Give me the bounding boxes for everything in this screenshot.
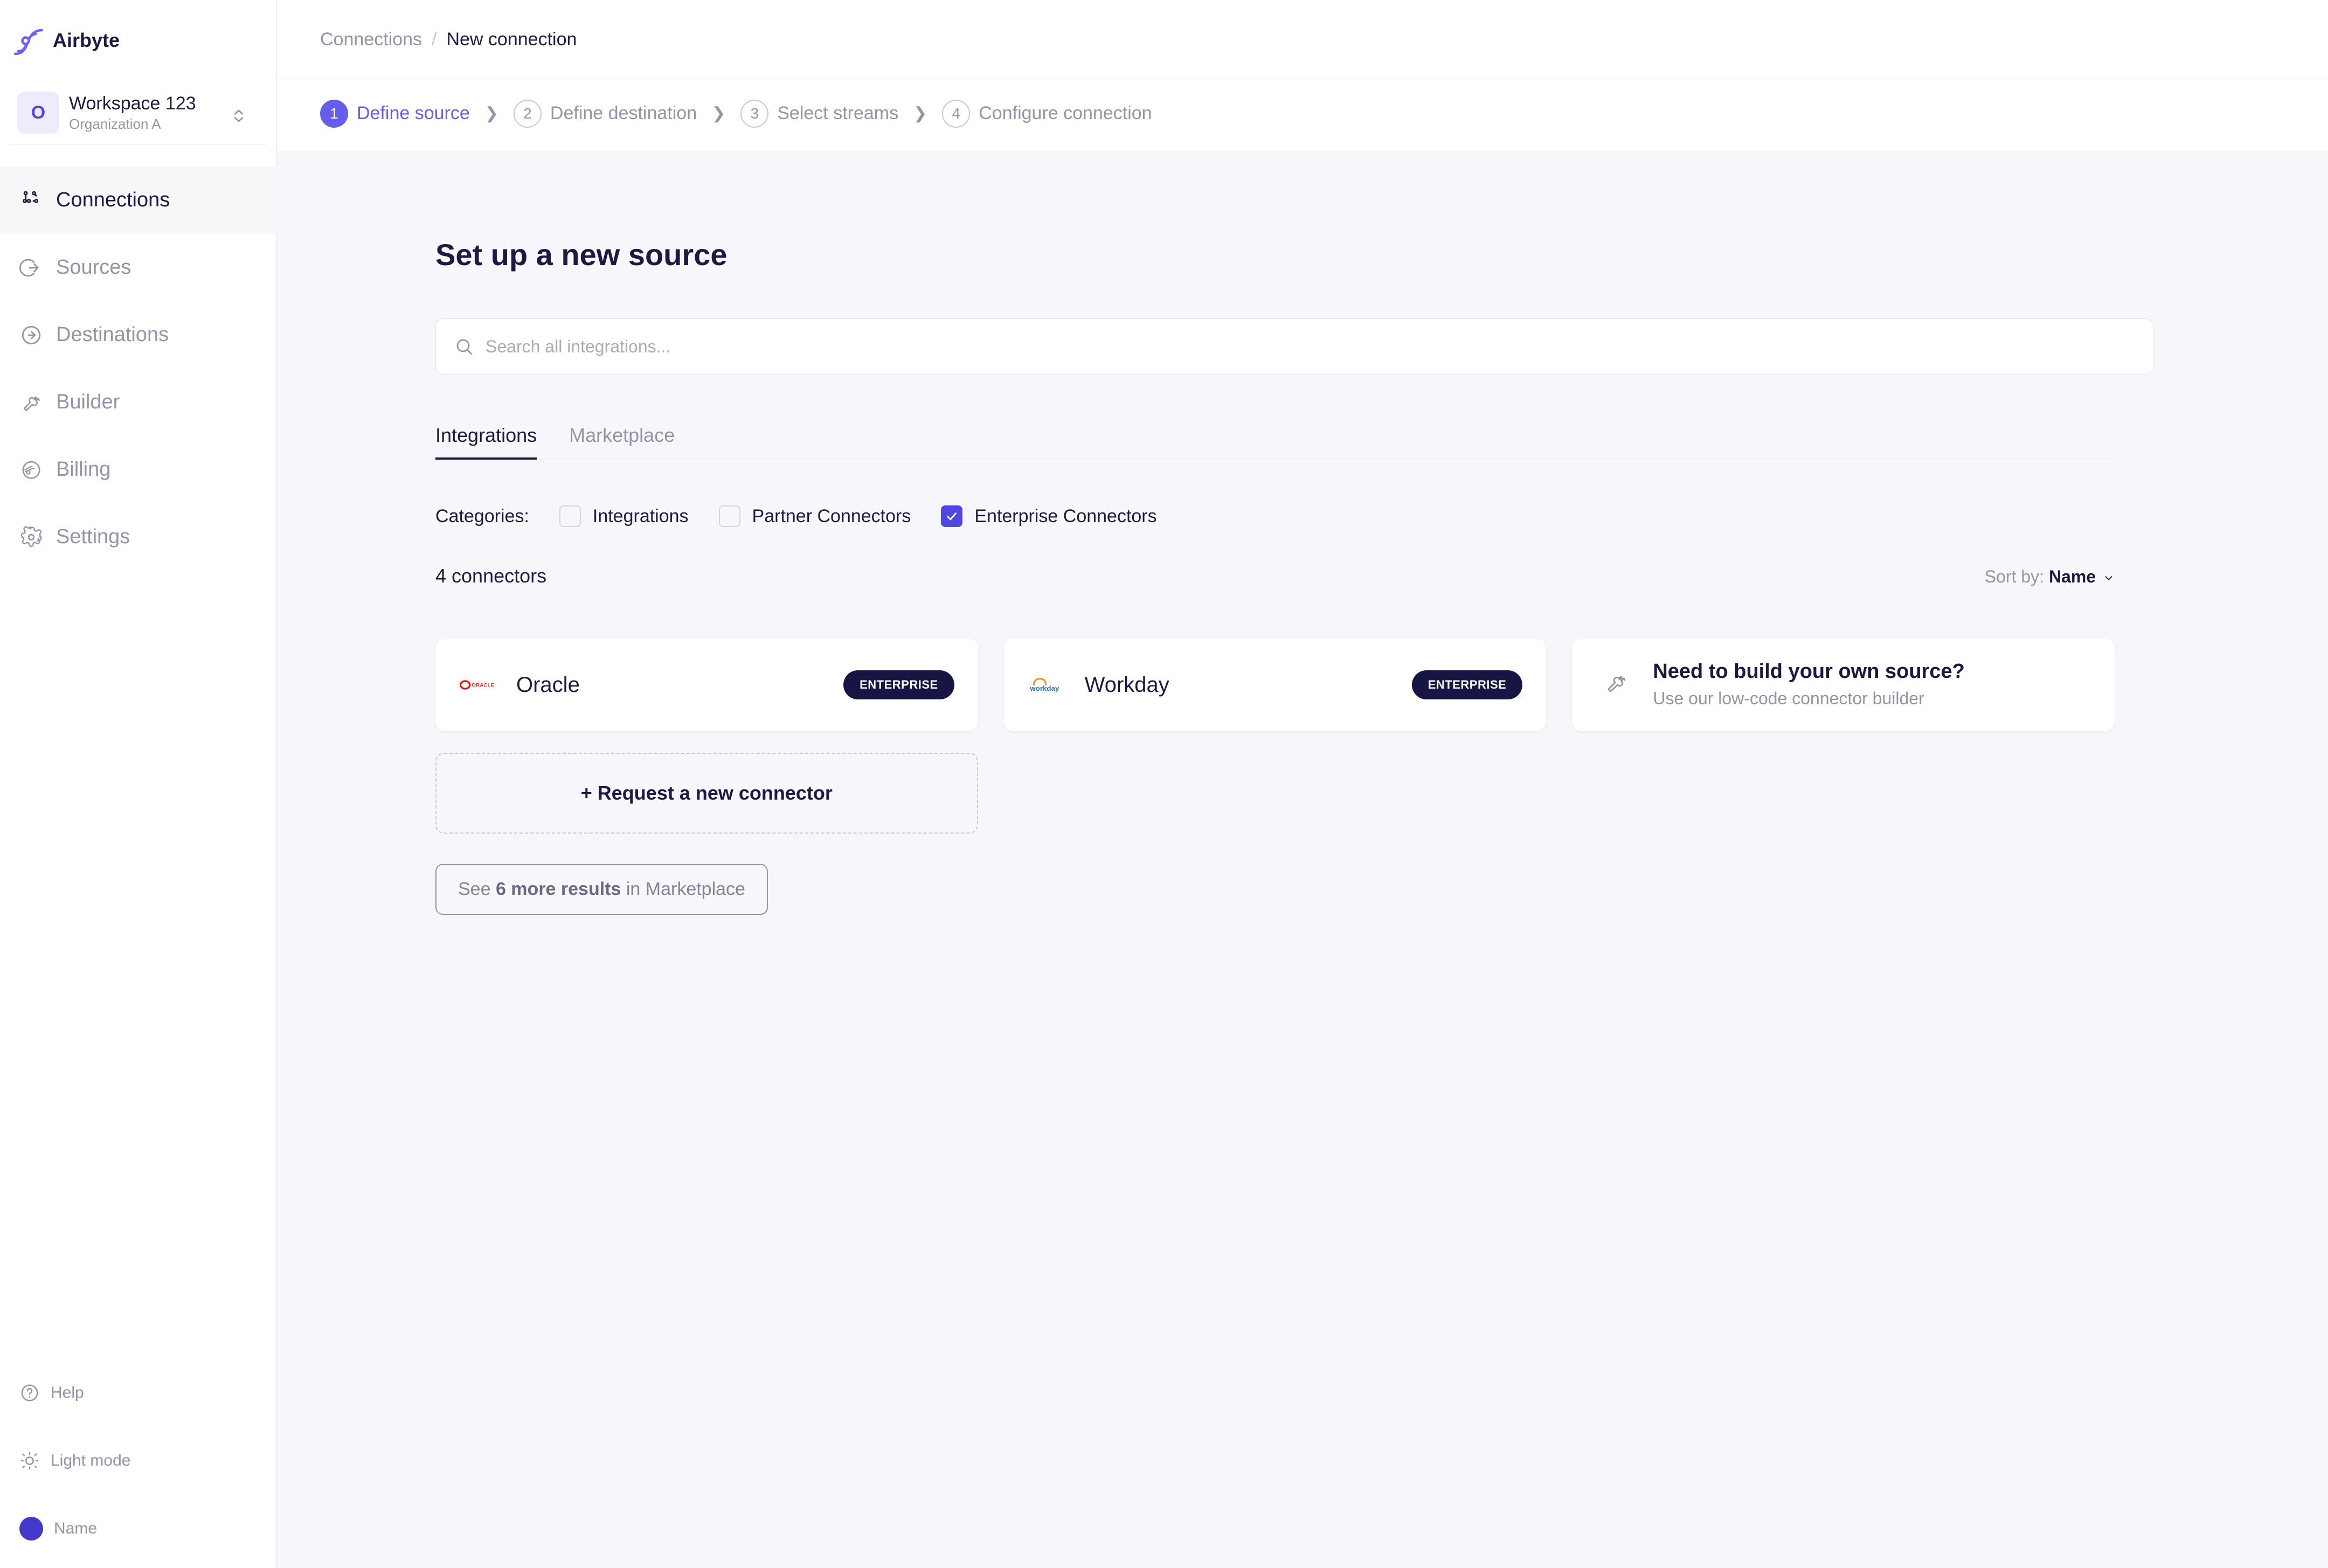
svg-text:ORACLE: ORACLE — [472, 683, 494, 689]
svg-text:workday: workday — [1029, 684, 1059, 692]
